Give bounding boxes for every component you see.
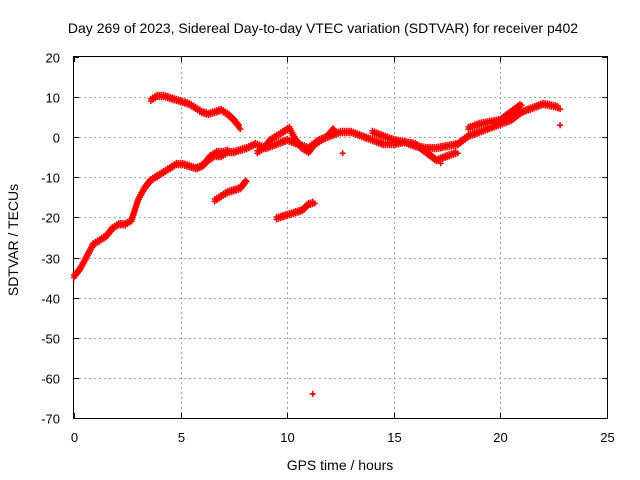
data-point — [557, 122, 564, 129]
plot-frame — [73, 56, 608, 419]
data-point — [331, 126, 338, 133]
x-axis-label: GPS time / hours — [287, 457, 394, 473]
y-tick-label: 10 — [46, 91, 60, 106]
data-points — [71, 91, 564, 397]
data-point — [518, 102, 525, 109]
x-tick-label: 10 — [280, 430, 294, 445]
data-point — [557, 106, 564, 113]
y-tick-label: -20 — [41, 211, 60, 226]
data-point — [236, 122, 243, 129]
y-tick-label: -40 — [41, 292, 60, 307]
chart-title: Day 269 of 2023, Sidereal Day-to-day VTE… — [68, 20, 578, 36]
data-point — [454, 150, 461, 157]
y-tick-label: -10 — [41, 171, 60, 186]
data-point — [237, 126, 244, 133]
y-tick-label: 0 — [53, 131, 60, 146]
x-tick-label: 15 — [387, 430, 401, 445]
y-tick-label: -30 — [41, 252, 60, 267]
data-point — [311, 200, 318, 207]
data-point — [437, 160, 444, 167]
data-point — [309, 390, 316, 397]
x-tick-label: 20 — [493, 430, 507, 445]
data-point — [243, 178, 250, 185]
x-tick-label: 5 — [178, 430, 185, 445]
y-tick-label: -70 — [41, 412, 60, 427]
y-tick-label: -60 — [41, 372, 60, 387]
x-tick-label: 0 — [71, 430, 78, 445]
x-tick-label: 25 — [600, 430, 614, 445]
grid-lines — [74, 57, 607, 418]
y-tick-label: -50 — [41, 332, 60, 347]
data-point — [554, 103, 561, 110]
y-tick-label: 20 — [46, 51, 60, 66]
axis-ticks: 0 5 10 15 20 25 20 10 0 -10 -20 -30 -40 -50 -60 -70 — [41, 51, 615, 446]
data-point — [339, 150, 346, 157]
data-point — [226, 148, 233, 155]
y-axis-label: SDTVAR / TECUs — [5, 184, 21, 296]
